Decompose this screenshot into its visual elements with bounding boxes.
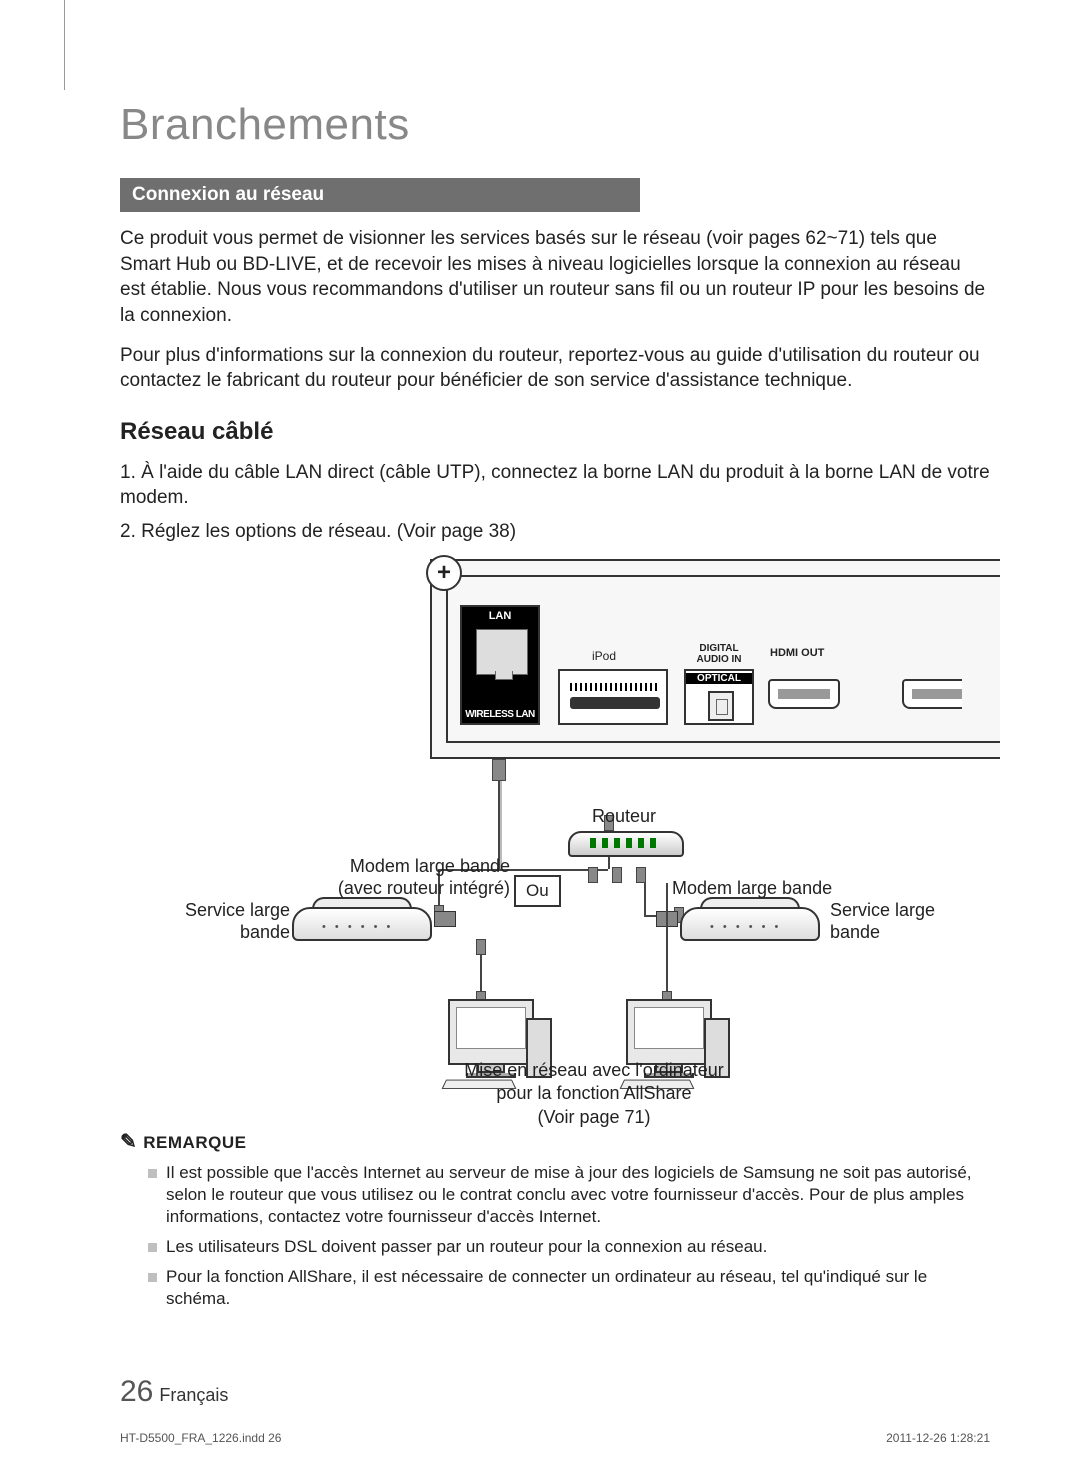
digital-audio-label: DIGITAL AUDIO IN xyxy=(684,643,754,665)
step-1: 1. À l'aide du câble LAN direct (câble U… xyxy=(120,460,990,511)
screw-icon: + xyxy=(426,555,462,591)
service-right-label: Service large bande xyxy=(830,899,950,944)
wireless-lan-label: WIRELESS LAN xyxy=(462,709,538,720)
optical-port: OPTICAL xyxy=(684,669,754,725)
lan-arrow-icon xyxy=(494,683,512,701)
footer-filename: HT-D5500_FRA_1226.indd 26 xyxy=(120,1431,281,1445)
lan-label: LAN xyxy=(462,610,538,622)
extra-port xyxy=(902,679,962,709)
note-icon: ✎ xyxy=(120,1131,137,1153)
router-label: Routeur xyxy=(592,805,656,828)
or-box: Ou xyxy=(514,875,561,907)
service-left-label: Service large bande xyxy=(170,899,290,944)
modem-icon: • • • • • • xyxy=(680,897,820,941)
modem-label: Modem large bande xyxy=(672,877,832,900)
note-1: Il est possible que l'accès Internet au … xyxy=(148,1162,990,1228)
lan-port-icon xyxy=(476,629,528,675)
footer-timestamp: 2011-12-26 1:28:21 xyxy=(886,1431,990,1445)
caption-line-2: pour la fonction AllShare xyxy=(496,1083,691,1103)
router-icon xyxy=(568,831,684,857)
caption-line-1: Mise en réseau avec l'ordinateur xyxy=(464,1060,724,1080)
ipod-label: iPod xyxy=(592,649,616,663)
page-number: 26 Français xyxy=(120,1375,228,1409)
intro-paragraph-1: Ce produit vous permet de visionner les … xyxy=(120,226,990,329)
remarque-label: REMARQUE xyxy=(143,1133,246,1152)
optical-label: OPTICAL xyxy=(686,673,752,684)
page-language: Français xyxy=(159,1385,228,1405)
plug-icon xyxy=(476,939,486,955)
note-3: Pour la fonction AllShare, il est nécess… xyxy=(148,1266,990,1310)
section-header: Connexion au réseau xyxy=(120,178,640,212)
device-rear-panel: + LAN WIRELESS LAN iPod DIGITAL AUDIO IN… xyxy=(430,559,1000,759)
top-margin-rule xyxy=(64,0,65,90)
router-ports xyxy=(588,867,646,883)
page-number-value: 26 xyxy=(120,1375,153,1408)
connection-diagram: + LAN WIRELESS LAN iPod DIGITAL AUDIO IN… xyxy=(180,559,1000,1119)
cable xyxy=(644,883,646,915)
page-title: Branchements xyxy=(120,100,990,150)
subsection-heading: Réseau câblé xyxy=(120,418,990,446)
cable xyxy=(666,883,668,999)
intro-paragraph-2: Pour plus d'informations sur la connexio… xyxy=(120,343,990,394)
modem-integrated-icon: • • • • • • xyxy=(292,897,432,941)
caption-line-3: (Voir page 71) xyxy=(537,1107,650,1127)
hdmi-out-label: HDMI OUT xyxy=(770,647,824,659)
plug-icon xyxy=(492,759,506,781)
note-2: Les utilisateurs DSL doivent passer par … xyxy=(148,1236,990,1258)
modem-integrated-label: Modem large bande (avec routeur intégré) xyxy=(310,855,510,900)
remarque-heading: ✎ REMARQUE xyxy=(120,1129,990,1154)
network-caption: Mise en réseau avec l'ordinateur pour la… xyxy=(444,1059,744,1129)
hdmi-port xyxy=(768,679,840,709)
ipod-port xyxy=(558,669,668,725)
lan-port-block: LAN WIRELESS LAN xyxy=(460,605,540,725)
step-2: 2. Réglez les options de réseau. (Voir p… xyxy=(120,519,990,545)
